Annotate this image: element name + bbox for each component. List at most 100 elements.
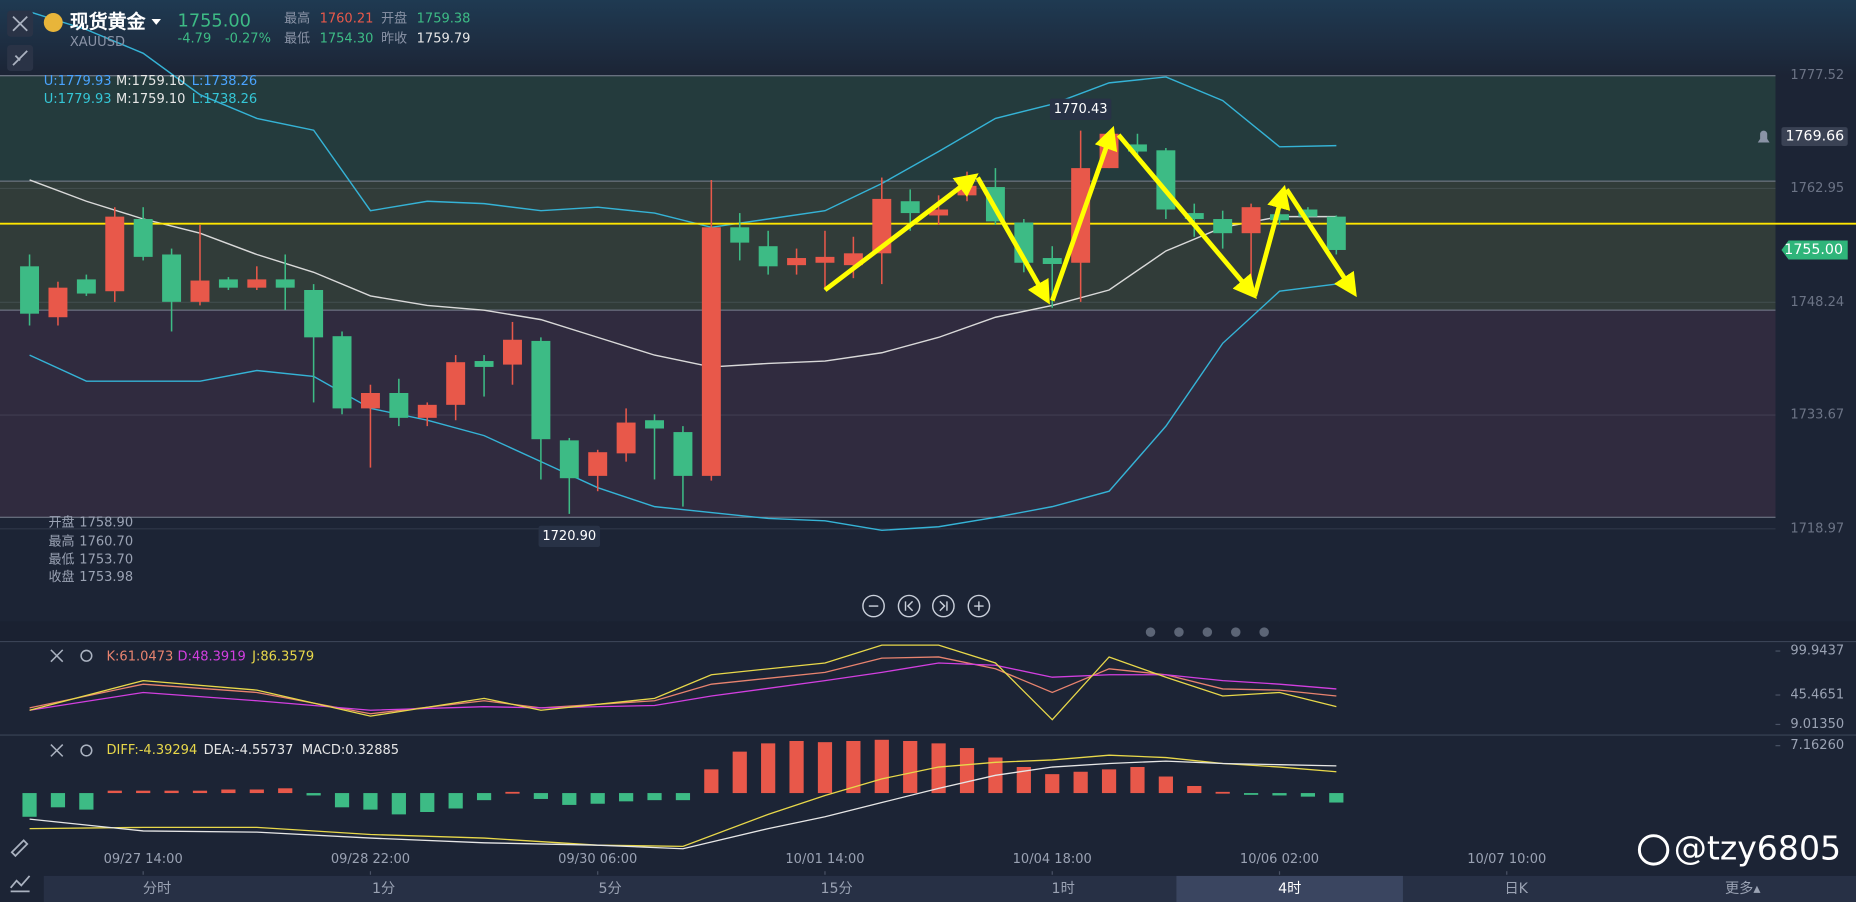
candle-body	[701, 227, 721, 476]
tab[interactable]: 15分	[821, 881, 853, 897]
macd-panel: 7.16260 09/27 14:00 09/28 22:00 09/30 06:00…	[22, 738, 1844, 875]
macd-bar	[1045, 774, 1060, 794]
macd-bar	[1187, 785, 1202, 794]
close-icon[interactable]	[50, 744, 64, 757]
watermark-icon	[1637, 834, 1670, 866]
trend-arrows	[823, 125, 1357, 305]
tooltip-label: 最低	[49, 552, 75, 567]
candle-body	[616, 422, 636, 454]
candle-body	[559, 440, 579, 479]
settings-icon[interactable]	[80, 649, 93, 662]
arrow	[1252, 184, 1291, 297]
candle-body	[247, 279, 267, 288]
extreme-label-bg	[1049, 98, 1112, 120]
macd-bar	[1243, 793, 1259, 795]
boll-band	[29, 179, 1337, 368]
bell-icon[interactable]	[1757, 130, 1770, 143]
alert-price: 1769.66	[1785, 129, 1844, 145]
boll-band	[29, 283, 1337, 532]
macd-bar	[164, 790, 179, 794]
macd-bar	[1300, 793, 1316, 797]
zoom-out[interactable]	[862, 594, 885, 618]
candle-body	[673, 432, 693, 476]
zoom-in[interactable]	[967, 594, 991, 618]
macd-bar	[761, 743, 776, 794]
boll-legend: U:1779.93 M:1759.10 L:1738.26 U:1779.93 …	[44, 74, 257, 107]
macd-bar	[334, 793, 350, 808]
macd-bar	[136, 790, 151, 794]
boll-m: M:1759.10	[116, 74, 185, 89]
arrow	[823, 173, 979, 292]
pen-icon[interactable]	[10, 839, 29, 858]
y-tick-label: 1718.97	[1790, 521, 1844, 536]
time-axis-bg	[0, 621, 1856, 642]
macd-bar	[789, 740, 804, 794]
extreme-label-bg	[538, 525, 601, 548]
candle-body	[190, 280, 210, 302]
dropdown-icon[interactable]	[151, 18, 161, 25]
draw-icon[interactable]	[12, 50, 28, 66]
candle-body	[1241, 207, 1261, 234]
macd-bar	[931, 743, 946, 794]
macd-bar	[505, 791, 520, 794]
macd-bar	[1215, 791, 1230, 794]
macd-bar	[22, 793, 37, 817]
indicator-icon[interactable]	[9, 875, 31, 893]
macd-bar	[704, 769, 719, 794]
macd-bar	[959, 748, 975, 794]
kdj-legend: D:48.3919	[178, 649, 246, 664]
tab[interactable]: 1时	[1052, 881, 1075, 897]
candle-body	[531, 340, 551, 440]
macd-legend: DIFF:-4.39294	[107, 743, 198, 758]
watermark: @tzy6805	[1637, 828, 1841, 867]
macd-bar	[50, 793, 66, 808]
candle-body	[929, 209, 949, 216]
macd-bar	[562, 793, 577, 805]
candle-body	[218, 279, 238, 288]
x-tick-label: 10/04 18:00	[1013, 852, 1092, 867]
macd-bar	[533, 793, 548, 799]
macd-bar	[1016, 766, 1031, 794]
stat-value: 1754.30	[320, 32, 374, 47]
tab[interactable]: 5分	[599, 881, 622, 897]
macd-bar	[1101, 769, 1117, 794]
y-tick-label: 1748.24	[1790, 295, 1844, 310]
candle-body	[162, 254, 182, 302]
tab[interactable]: 4时	[1278, 881, 1301, 897]
macd-bar	[874, 739, 889, 794]
tooltip-label: 开盘	[49, 515, 75, 531]
tools	[7, 10, 34, 893]
stat-value: 1759.38	[417, 11, 471, 26]
settings-icon[interactable]	[80, 744, 93, 757]
tooltip-value: 1753.98	[79, 570, 133, 585]
gold-icon	[43, 13, 63, 32]
macd-bar	[192, 790, 208, 794]
boll-u: U:1779.93	[44, 92, 112, 107]
instrument-name[interactable]: 现货黄金	[70, 10, 147, 33]
scroll-start[interactable]	[897, 594, 921, 618]
tab[interactable]: 1分	[372, 881, 395, 897]
zoom-controls	[862, 594, 991, 618]
candle-body	[474, 361, 494, 367]
tooltip-value: 1760.70	[79, 535, 133, 550]
x-tick-label: 10/01 14:00	[785, 852, 864, 867]
tab[interactable]: 分时	[143, 881, 171, 897]
scroll-end[interactable]	[932, 594, 955, 618]
close-icon[interactable]	[12, 15, 28, 32]
close-icon[interactable]	[50, 649, 64, 663]
macd-bar	[306, 793, 321, 796]
kdj-legend: J:86.3579	[251, 649, 314, 664]
boll-l: L:1738.26	[192, 74, 257, 89]
macd-bar	[391, 793, 406, 815]
kdj-line	[29, 656, 1337, 715]
candle-body	[76, 279, 96, 294]
arrow	[1284, 188, 1357, 298]
candle-body	[133, 219, 153, 257]
tab[interactable]: 更多▴	[1725, 880, 1761, 897]
macd-bar	[249, 789, 264, 794]
pager-dots	[1145, 627, 1269, 637]
tab[interactable]: 日K	[1504, 881, 1528, 897]
zone-lines	[0, 75, 1776, 518]
macd-line	[29, 754, 1337, 847]
